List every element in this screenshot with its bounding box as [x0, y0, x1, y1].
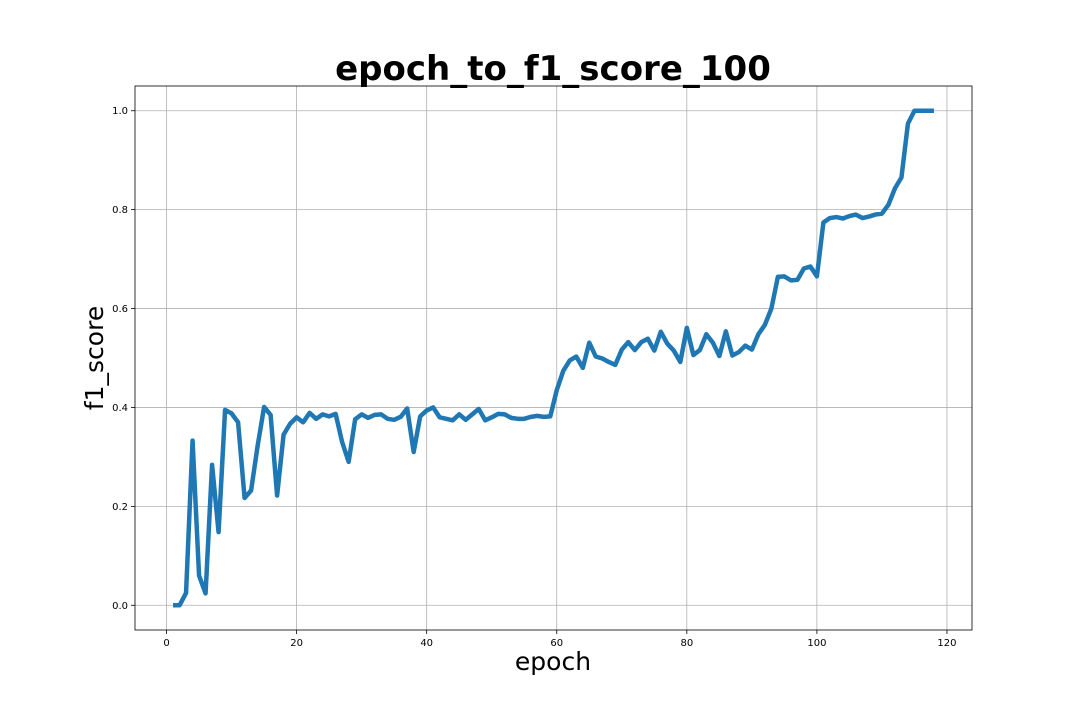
axes-frame	[134, 85, 973, 631]
y-tick-label: 0.8	[112, 205, 128, 216]
x-tick-label: 40	[420, 638, 433, 649]
series-line-0	[173, 108, 934, 608]
series-layer	[173, 108, 934, 608]
x-tick-label: 0	[163, 638, 169, 649]
x-tick-label: 100	[807, 638, 826, 649]
x-tick-label: 60	[550, 638, 563, 649]
grid	[135, 86, 972, 630]
chart-title: epoch_to_f1_score_100	[335, 49, 771, 89]
x-tick-label: 120	[937, 638, 956, 649]
ticks: 0 20 40 60 80 100 120 0.0 0.2 0.4 0.6 0.8 1.0	[112, 106, 956, 649]
x-axis-label: epoch	[515, 647, 591, 676]
y-tick-label: 0.2	[112, 502, 128, 513]
y-tick-label: 0.4	[112, 403, 128, 414]
x-tick-label: 80	[680, 638, 693, 649]
y-tick-label: 1.0	[112, 106, 128, 117]
x-tick-label: 20	[290, 638, 303, 649]
y-tick-label: 0.6	[112, 304, 128, 315]
y-tick-label: 0.0	[112, 601, 128, 612]
y-axis-label: f1_score	[80, 306, 109, 410]
